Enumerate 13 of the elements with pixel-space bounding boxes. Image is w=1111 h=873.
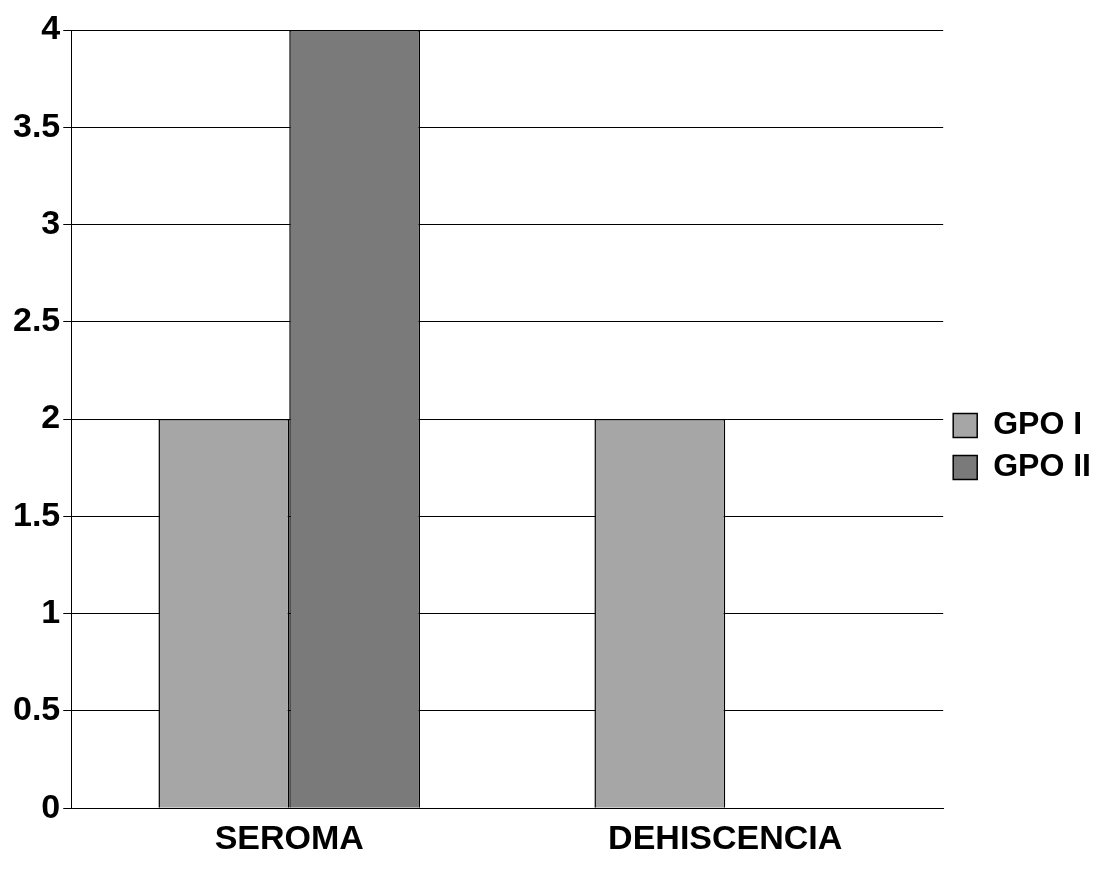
- legend-label: GPO II: [993, 447, 1091, 484]
- y-tick-label: 1.5: [13, 494, 61, 533]
- y-tick-label: 3.5: [13, 105, 61, 144]
- y-tick-label: 0: [41, 786, 61, 825]
- y-tick-label: 1: [41, 592, 61, 631]
- y-tick-label: 4: [41, 8, 61, 47]
- x-tick-label: SEROMA: [214, 817, 364, 856]
- y-tick-label: 0.5: [13, 689, 61, 728]
- x-tick-label: DEHISCENCIA: [608, 817, 843, 856]
- y-tick-label: 2.5: [13, 300, 61, 339]
- legend-label: GPO I: [993, 405, 1083, 442]
- y-tick-label: 3: [41, 202, 61, 241]
- y-tick-label: 2: [41, 397, 61, 436]
